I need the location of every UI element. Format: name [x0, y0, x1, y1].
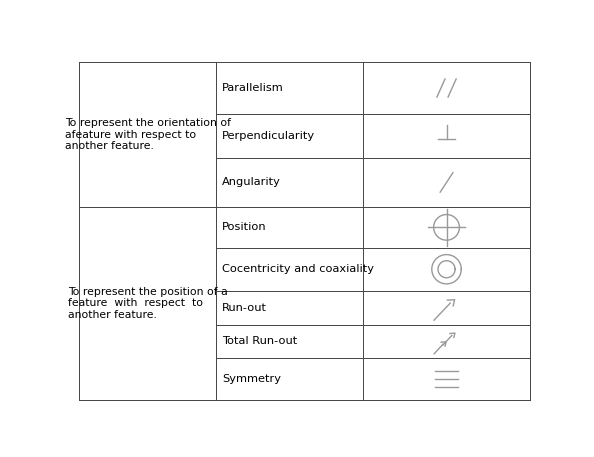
Text: To represent the orientation of
afeature with respect to
another feature.: To represent the orientation of afeature…	[65, 118, 230, 151]
Text: Position: Position	[222, 223, 267, 232]
Text: Cocentricity and coaxiality: Cocentricity and coaxiality	[222, 264, 374, 274]
Text: Symmetry: Symmetry	[222, 374, 281, 384]
Text: Run-out: Run-out	[222, 303, 267, 313]
Text: Parallelism: Parallelism	[222, 83, 284, 93]
Text: To represent the position of a
feature  with  respect  to
another feature.: To represent the position of a feature w…	[68, 287, 228, 320]
Text: Total Run-out: Total Run-out	[222, 336, 297, 346]
Text: Perpendicularity: Perpendicularity	[222, 131, 315, 141]
Text: Angularity: Angularity	[222, 177, 281, 187]
